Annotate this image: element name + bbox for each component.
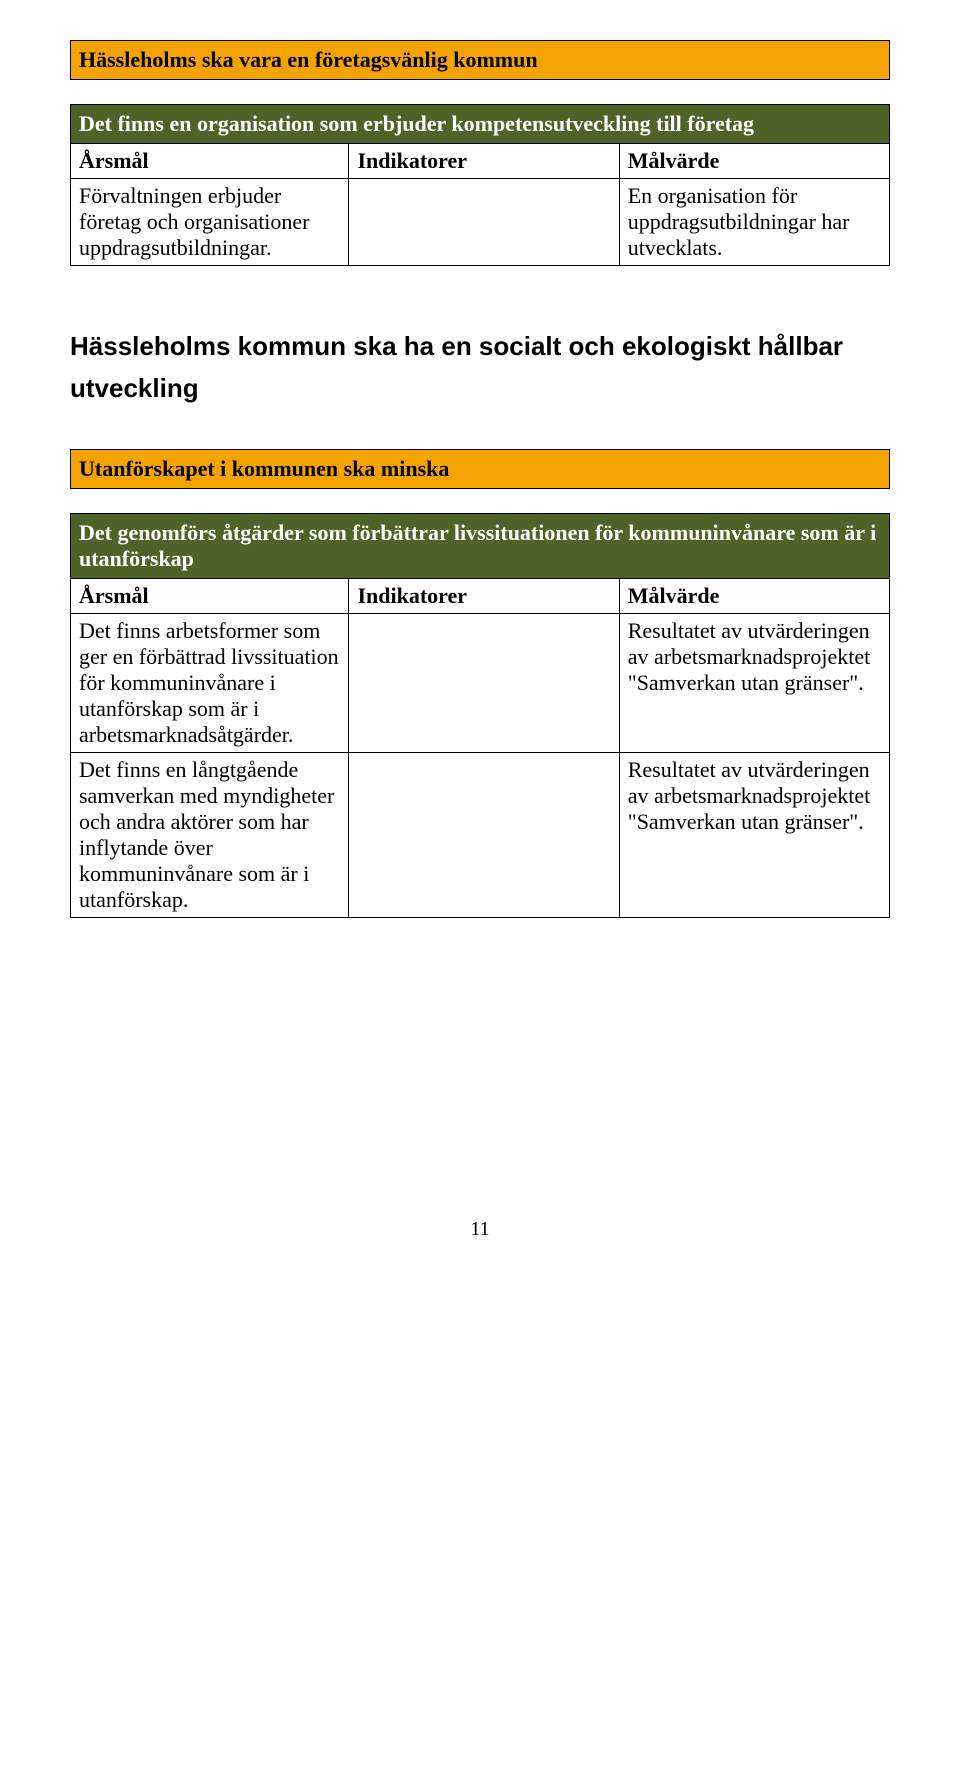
cell-indikatorer xyxy=(349,753,619,918)
cell-indikatorer xyxy=(349,614,619,753)
cell-arsmal: Det finns en långtgående samverkan med m… xyxy=(71,753,349,918)
section1-title-bar: Hässleholms ska vara en företagsvänlig k… xyxy=(70,40,890,80)
section1-title: Hässleholms ska vara en företagsvänlig k… xyxy=(79,47,538,72)
col-header-arsmal: Årsmål xyxy=(71,579,349,614)
section2-title: Utanförskapet i kommunen ska minska xyxy=(79,456,449,481)
col-header-malvarde: Målvärde xyxy=(619,579,889,614)
section2-table: Årsmål Indikatorer Målvärde Det finns ar… xyxy=(70,578,890,918)
cell-arsmal: Det finns arbetsformer som ger en förbät… xyxy=(71,614,349,753)
section2-title-bar: Utanförskapet i kommunen ska minska xyxy=(70,449,890,489)
table-row: Det finns en långtgående samverkan med m… xyxy=(71,753,890,918)
cell-arsmal: Förvaltningen erbjuder företag och organ… xyxy=(71,179,349,266)
section1-green-header-text: Det finns en organisation som erbjuder k… xyxy=(79,111,754,136)
col-header-malvarde: Målvärde xyxy=(619,144,889,179)
col-header-indikatorer: Indikatorer xyxy=(349,579,619,614)
section1-green-header: Det finns en organisation som erbjuder k… xyxy=(70,104,890,143)
section2-green-header-text: Det genomförs åtgärder som förbättrar li… xyxy=(79,520,876,571)
cell-malvarde: Resultatet av utvärderingen av arbetsmar… xyxy=(619,614,889,753)
cell-malvarde: Resultatet av utvärderingen av arbetsmar… xyxy=(619,753,889,918)
table-header-row: Årsmål Indikatorer Målvärde xyxy=(71,579,890,614)
col-header-arsmal: Årsmål xyxy=(71,144,349,179)
table-row: Förvaltningen erbjuder företag och organ… xyxy=(71,179,890,266)
col-header-indikatorer: Indikatorer xyxy=(349,144,619,179)
table-header-row: Årsmål Indikatorer Målvärde xyxy=(71,144,890,179)
main-heading: Hässleholms kommun ska ha en socialt och… xyxy=(70,326,890,409)
section2-green-header: Det genomförs åtgärder som förbättrar li… xyxy=(70,513,890,578)
cell-malvarde: En organisation för uppdragsutbildningar… xyxy=(619,179,889,266)
table-row: Det finns arbetsformer som ger en förbät… xyxy=(71,614,890,753)
section1-table: Årsmål Indikatorer Målvärde Förvaltninge… xyxy=(70,143,890,266)
page-number: 11 xyxy=(70,1218,890,1241)
cell-indikatorer xyxy=(349,179,619,266)
